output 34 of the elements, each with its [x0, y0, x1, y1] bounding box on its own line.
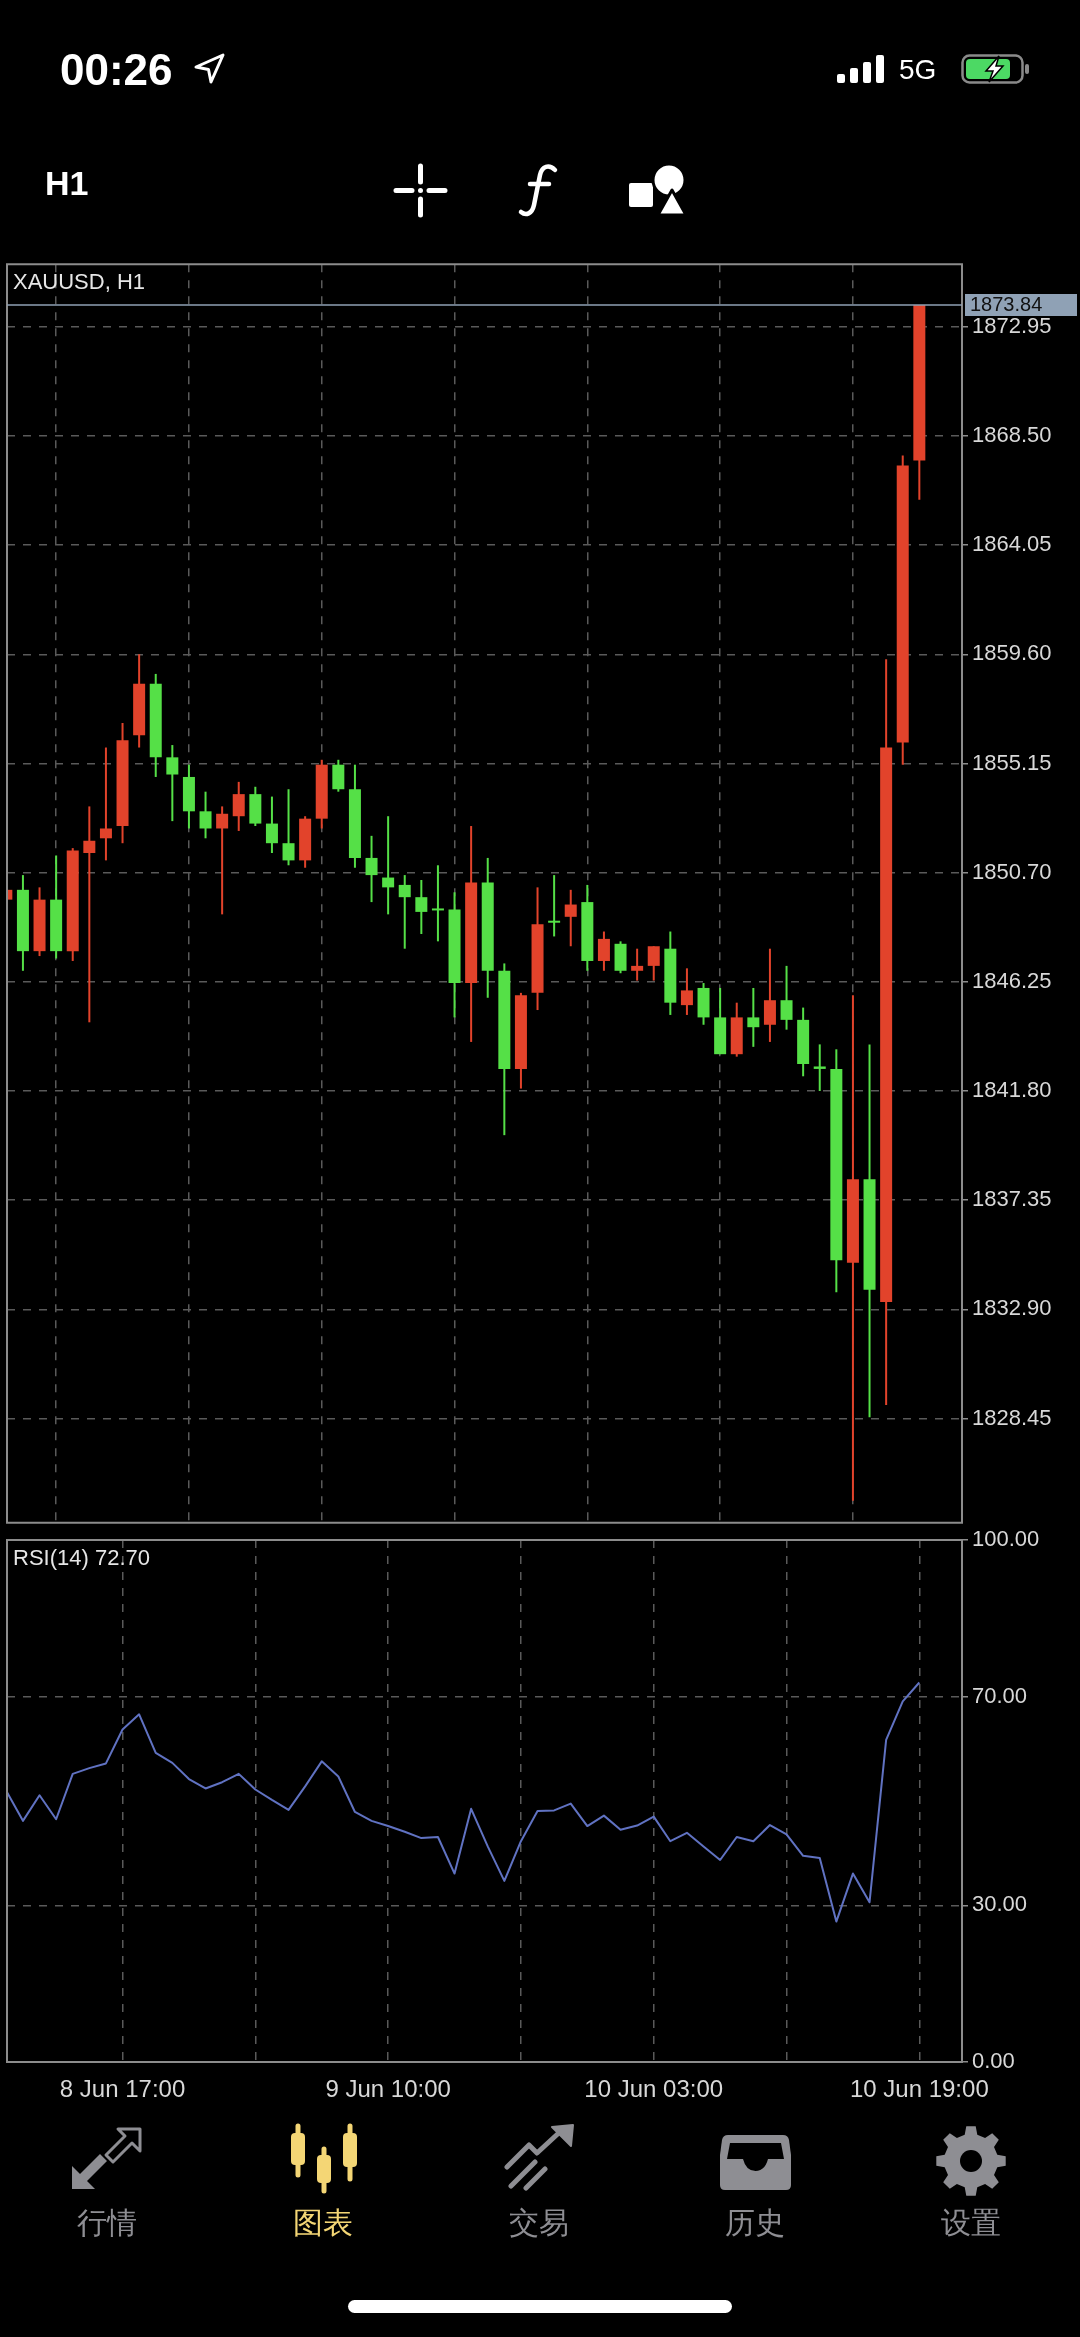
- text: 00:26: [60, 45, 173, 94]
- text: 图表: [293, 2206, 353, 2239]
- y-tick-label: 1846.25: [972, 967, 1052, 993]
- y-tick-label: 1864.05: [972, 531, 1052, 557]
- x-tick-label: 10 Jun 03:00: [584, 2075, 724, 2103]
- text: 5G: [899, 54, 937, 85]
- candlestick: [813, 1044, 826, 1091]
- y-tick-label: 1832.90: [972, 1295, 1052, 1321]
- y-tick-label: 1841.80: [972, 1077, 1052, 1103]
- y-tick-label: 1855.15: [972, 749, 1052, 775]
- candlestick: [99, 747, 112, 861]
- candlestick: [548, 875, 561, 937]
- y-tick-label: 1850.70: [972, 858, 1052, 884]
- y-tick-label: 1859.60: [972, 640, 1052, 666]
- candlestick: [431, 865, 444, 942]
- chart-title: RSI(14) 72.70: [13, 1545, 150, 1571]
- y-tick-label: 1828.45: [972, 1404, 1052, 1430]
- y-tick-label: 1837.35: [972, 1186, 1052, 1212]
- y-tick-label: 70.00: [972, 1682, 1028, 1708]
- x-tick-label: 8 Jun 17:00: [59, 2075, 186, 2103]
- text: 行情: [77, 2206, 137, 2239]
- x-tick-label: 10 Jun 19:00: [849, 2075, 989, 2103]
- y-tick-label: 1868.50: [972, 422, 1052, 447]
- text: 交易: [509, 2206, 569, 2239]
- x-tick-label: 9 Jun 10:00: [325, 2075, 451, 2103]
- candlestick: [382, 816, 395, 915]
- text: 历史: [725, 2206, 785, 2239]
- text: H1: [45, 164, 89, 202]
- text: 设置: [941, 2206, 1001, 2239]
- y-tick-label: 30.00: [972, 1891, 1028, 1917]
- y-tick-label: 0.00: [972, 2048, 1015, 2074]
- chart-title: XAUUSD, H1: [13, 269, 146, 295]
- candlestick: [83, 806, 96, 1023]
- y-tick-label: 100.00: [972, 1526, 1040, 1552]
